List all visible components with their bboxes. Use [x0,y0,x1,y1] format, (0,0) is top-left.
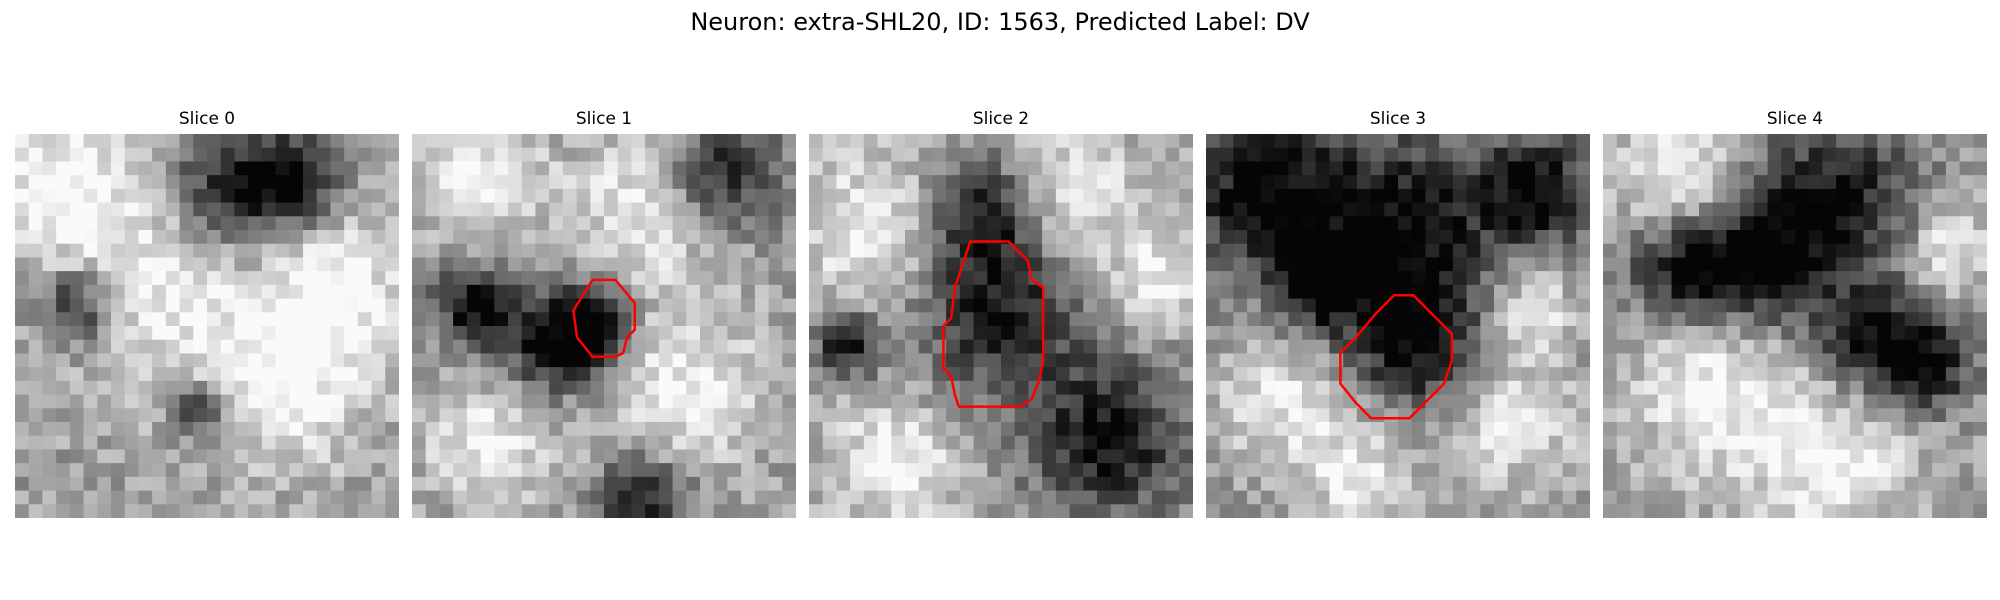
slice-title: Slice 0 [178,109,236,129]
slice-title: Slice 3 [1369,109,1427,129]
slice-image [15,134,399,518]
roi-contour [942,240,1045,408]
roi-contour [572,278,636,358]
slice-panel-3: Slice 3 [1206,108,1590,518]
slice-panel-0: Slice 0 [15,108,399,518]
roi-contour [1339,294,1454,420]
slice-title: Slice 2 [972,109,1030,129]
slice-title: Slice 4 [1766,109,1824,129]
slice-image [412,134,796,518]
slice-panel-1: Slice 1 [412,108,796,518]
slice-image [809,134,1193,518]
slice-image [1206,134,1590,518]
figure-title: Neuron: extra-SHL20, ID: 1563, Predicted… [690,8,1310,36]
slice-image [1603,134,1987,518]
slice-title: Slice 1 [575,109,633,129]
slice-panel-4: Slice 4 [1603,108,1987,518]
slice-panel-2: Slice 2 [809,108,1193,518]
